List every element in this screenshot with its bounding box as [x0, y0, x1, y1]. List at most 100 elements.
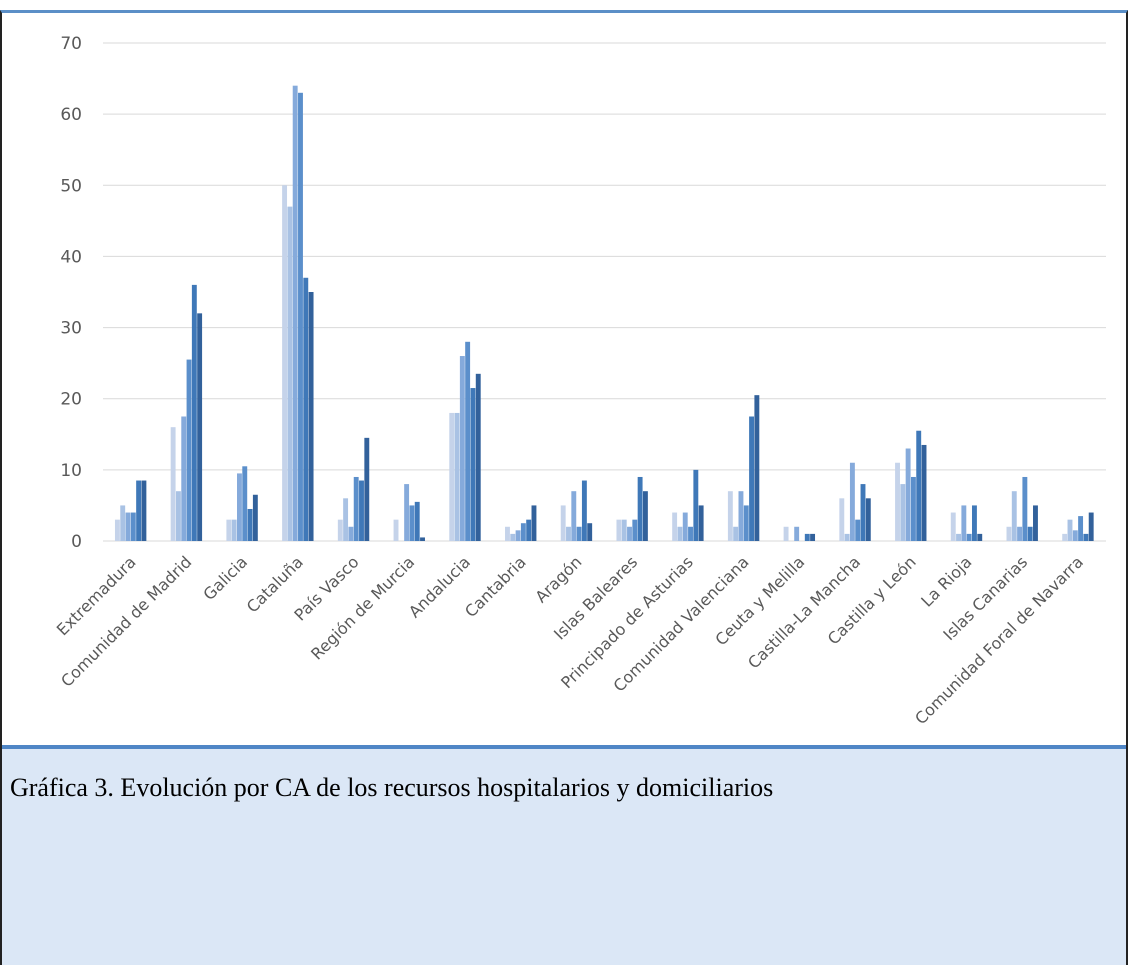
bar	[409, 505, 415, 541]
bar	[1006, 526, 1012, 541]
bar	[616, 519, 622, 541]
bar	[950, 512, 956, 541]
bar	[571, 491, 577, 541]
bar	[287, 206, 293, 541]
bar	[688, 526, 693, 541]
bar	[181, 416, 187, 541]
bar	[637, 476, 643, 541]
bar	[865, 498, 871, 541]
bar	[337, 519, 343, 541]
bar	[449, 412, 455, 541]
bar	[804, 533, 810, 541]
bar	[849, 462, 855, 541]
bar	[749, 416, 755, 541]
bar	[956, 533, 961, 541]
bar	[515, 530, 521, 541]
bar	[916, 430, 922, 541]
bar	[698, 505, 704, 541]
bar	[672, 512, 678, 541]
bar	[855, 519, 861, 541]
chart-frame	[0, 10, 1128, 965]
y-tick-label: 60	[60, 105, 82, 125]
bar	[727, 491, 733, 541]
bar	[794, 526, 800, 541]
x-tick-label: Aragón	[531, 552, 585, 606]
bar	[191, 284, 197, 541]
bar	[581, 480, 587, 541]
bar	[459, 356, 465, 541]
bar	[839, 498, 845, 541]
bar	[1088, 512, 1094, 541]
bar	[247, 508, 253, 541]
bar	[420, 537, 425, 541]
bar	[125, 512, 131, 541]
bar	[566, 526, 571, 541]
bar	[860, 484, 866, 541]
x-tick-label: Región de Murcia	[307, 552, 418, 663]
bar	[136, 480, 142, 541]
bar	[1078, 516, 1084, 541]
bar	[810, 533, 816, 541]
bar	[343, 498, 349, 541]
bar	[754, 395, 760, 541]
y-axis-ticks: 0 10 20 30 40 50 60 70	[60, 34, 82, 552]
bar	[414, 501, 420, 541]
y-tick-label: 30	[60, 319, 82, 339]
bar	[308, 292, 314, 541]
bar	[971, 505, 977, 541]
bar	[298, 92, 303, 542]
bar	[505, 526, 510, 541]
bar	[682, 512, 688, 541]
bar	[783, 526, 789, 541]
bar	[1083, 533, 1089, 541]
x-tick-label: La Rioja	[917, 552, 975, 610]
bar	[393, 519, 399, 541]
bar	[470, 388, 476, 541]
bar	[576, 526, 582, 541]
bar	[237, 473, 242, 541]
bar	[292, 85, 298, 541]
bar	[404, 484, 410, 541]
bar	[282, 185, 288, 542]
x-tick-label: Galicia	[199, 552, 251, 604]
y-tick-label: 20	[60, 390, 82, 410]
bar	[966, 533, 972, 541]
y-tick-label: 50	[60, 176, 82, 196]
bar	[587, 523, 593, 541]
gridlines	[103, 42, 1106, 542]
bar	[141, 480, 147, 541]
bar	[977, 533, 983, 541]
bar	[1017, 526, 1023, 541]
bar	[242, 466, 248, 541]
bar	[677, 526, 683, 541]
bar	[226, 519, 232, 541]
bars	[114, 85, 1094, 542]
bar	[632, 519, 638, 541]
bar	[905, 448, 911, 541]
x-tick-label: Cantabria	[461, 552, 530, 621]
bar	[353, 476, 359, 541]
bar	[1011, 491, 1017, 541]
bar	[252, 494, 258, 541]
bar	[231, 519, 237, 541]
bar	[621, 519, 627, 541]
bar	[186, 359, 192, 541]
bar	[175, 491, 181, 541]
bar	[454, 412, 460, 541]
bar	[359, 480, 364, 541]
bar	[910, 476, 916, 541]
bar	[348, 526, 354, 541]
bar	[1067, 519, 1073, 541]
bar	[1072, 530, 1078, 541]
caption-bar: Gráfica 3. Evolución por CA de los recur…	[2, 745, 1126, 965]
bar	[114, 519, 120, 541]
y-tick-label: 10	[60, 461, 82, 481]
bar	[1027, 526, 1033, 541]
bar	[693, 469, 699, 541]
y-tick-label: 40	[60, 247, 82, 267]
bar	[1033, 505, 1038, 541]
bar	[475, 373, 481, 541]
bar	[520, 523, 526, 541]
bar	[170, 427, 176, 541]
bar	[120, 505, 126, 541]
